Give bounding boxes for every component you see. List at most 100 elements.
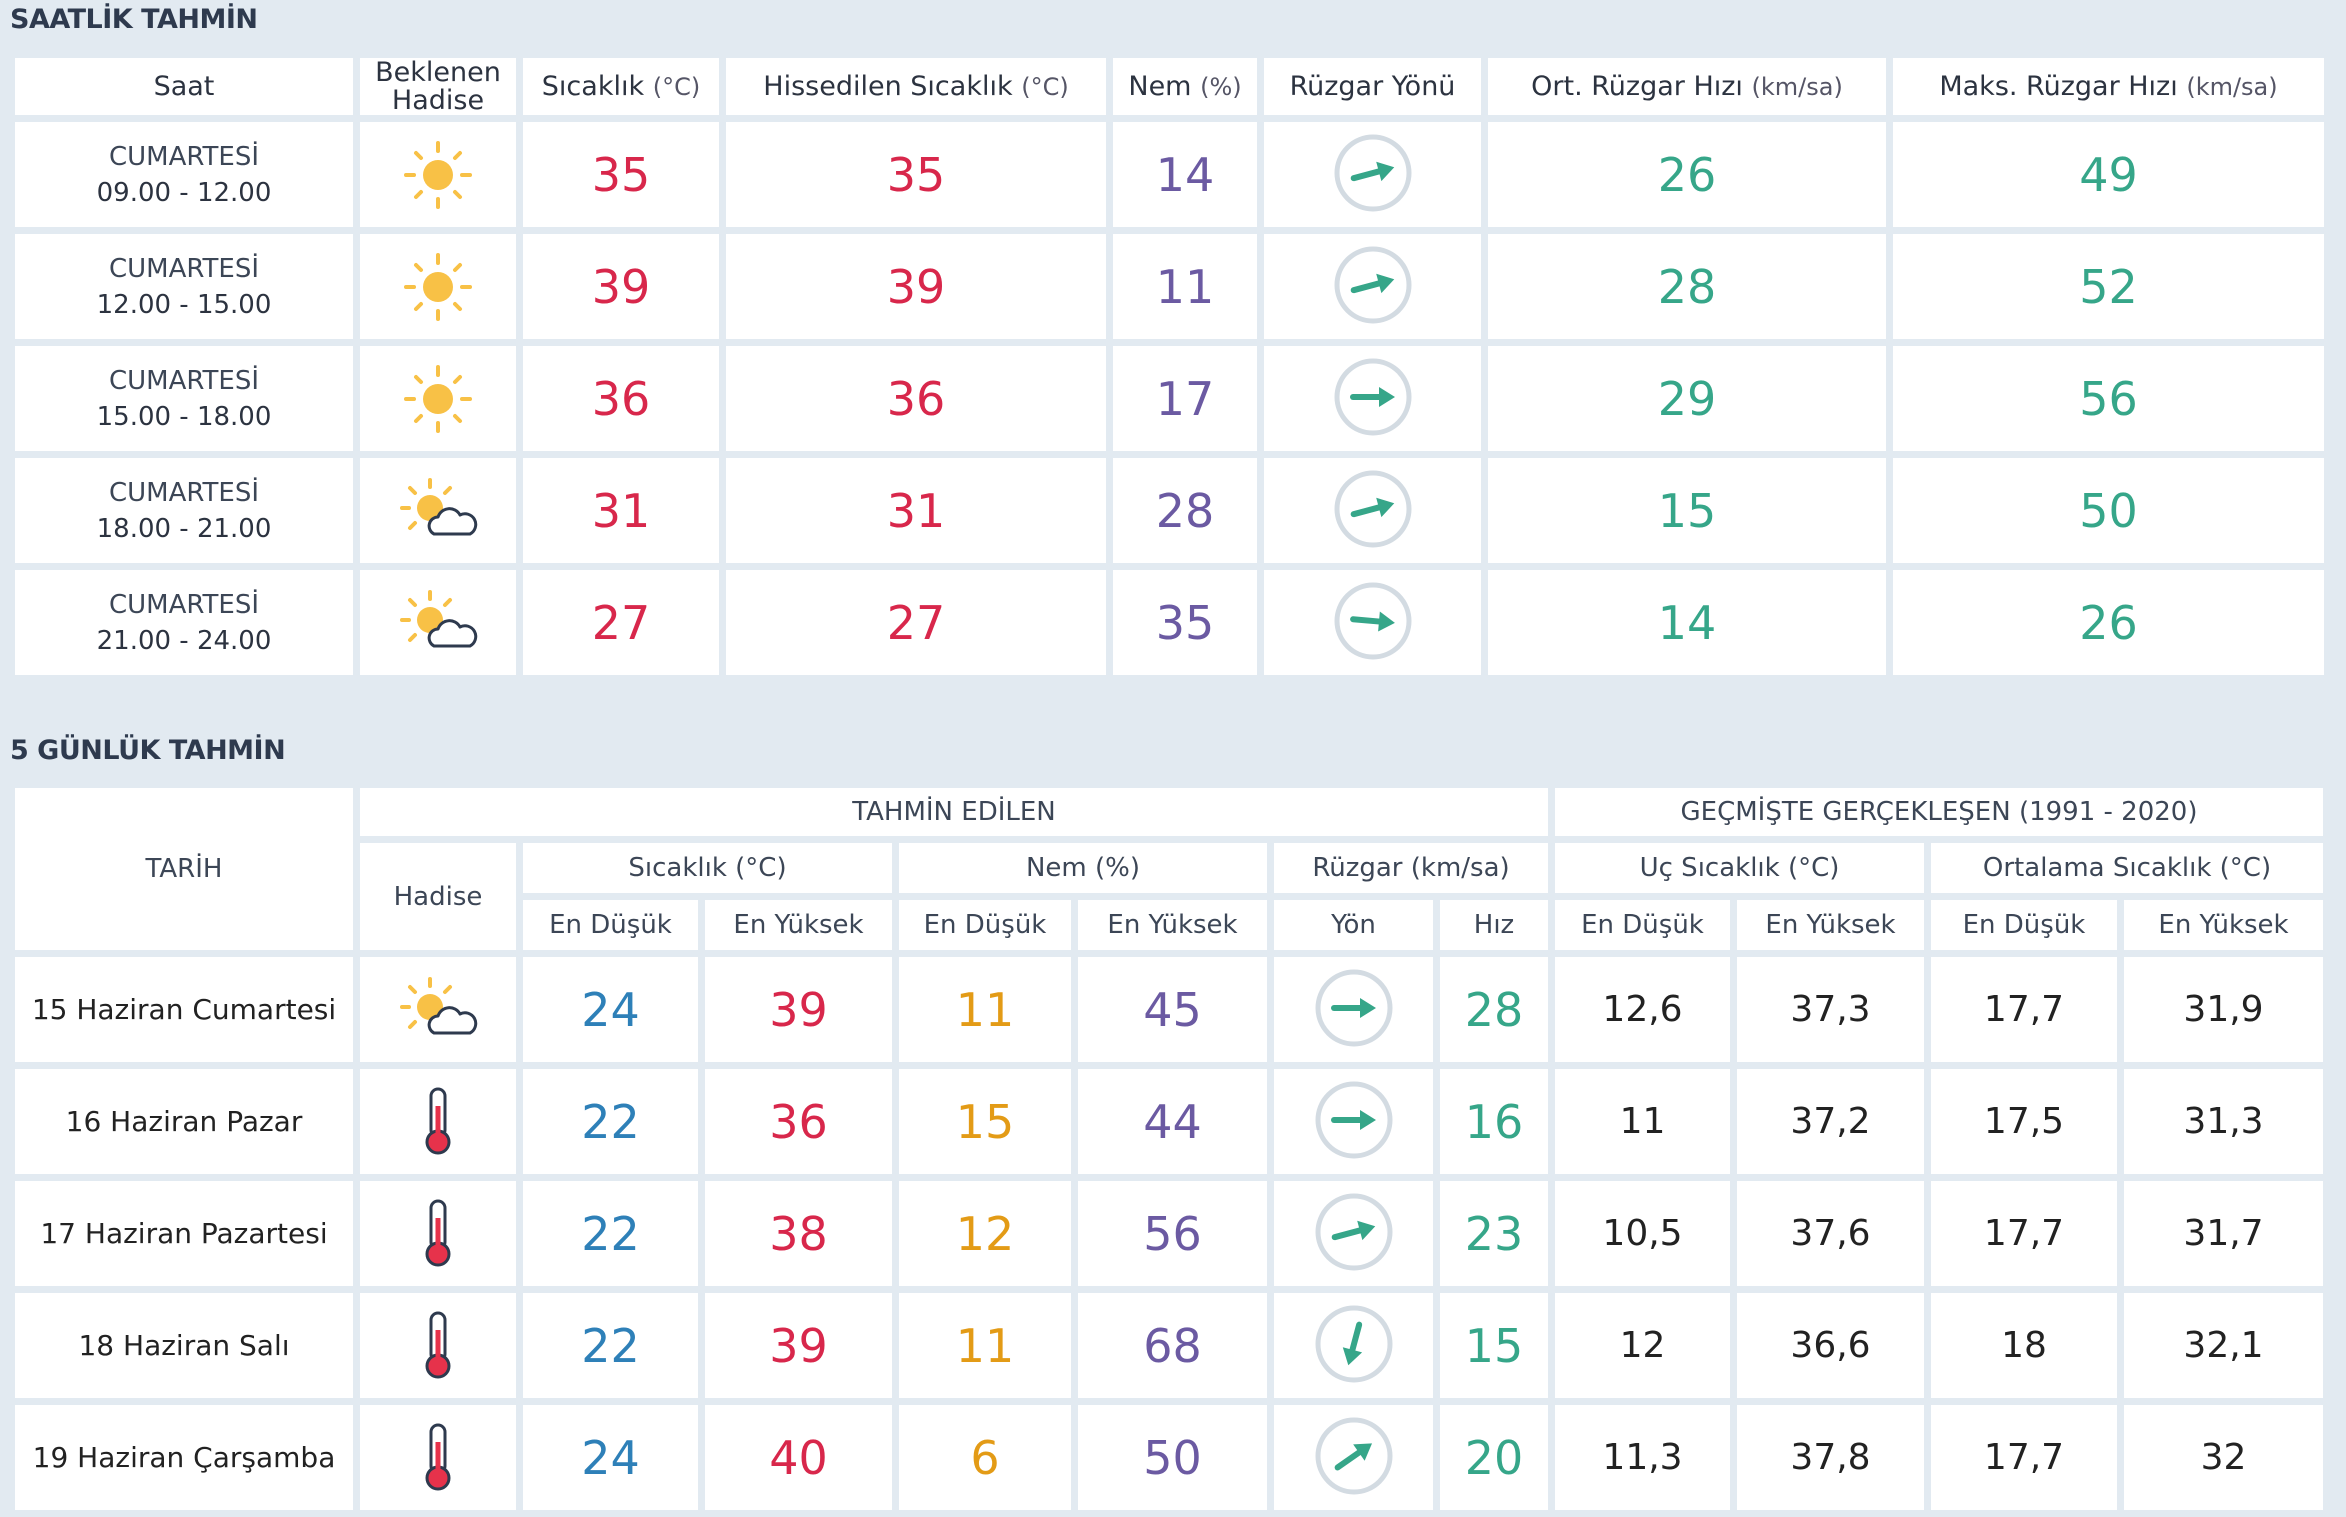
- wind-direction: [1264, 234, 1481, 339]
- date-cell: 15 Haziran Cumartesi: [15, 957, 353, 1062]
- wind-arrow-icon: [1334, 246, 1411, 323]
- header-temp-unit: (°C): [652, 72, 701, 101]
- header-avg-min: En Düşük: [1931, 900, 2117, 950]
- avg-min: 17,7: [1931, 957, 2117, 1062]
- wind-speed: 28: [1440, 957, 1548, 1062]
- header-avg-max: En Yüksek: [2124, 900, 2323, 950]
- ext-max: 37,3: [1737, 957, 1924, 1062]
- header-hum-min: En Düşük: [899, 900, 1071, 950]
- temp-value: 39: [523, 234, 719, 339]
- hum-min: 6: [899, 1405, 1071, 1510]
- day-label: CUMARTESİ: [108, 589, 260, 620]
- ext-max: 37,8: [1737, 1405, 1924, 1510]
- avg-max: 31,7: [2124, 1181, 2323, 1286]
- hum-min: 15: [899, 1069, 1071, 1174]
- avg-min: 17,7: [1931, 1181, 2117, 1286]
- header-humidity: Nem (%): [1113, 58, 1257, 115]
- daily-row: 17 Haziran Pazartesi 22 38 12 56 23 10,5 37,6 17…: [15, 1181, 2323, 1286]
- ext-min: 12: [1555, 1293, 1730, 1398]
- header-wind-dir: Yön: [1274, 900, 1433, 950]
- weather-cell: [360, 122, 516, 227]
- sun-icon: [360, 137, 516, 213]
- time-range: 12.00 - 15.00: [96, 289, 272, 320]
- header-ext-min: En Düşük: [1555, 900, 1730, 950]
- date-cell: 16 Haziran Pazar: [15, 1069, 353, 1174]
- temp-max: 36: [705, 1069, 892, 1174]
- avg-max: 32,1: [2124, 1293, 2323, 1398]
- temp-value: 27: [523, 570, 719, 675]
- wind-direction: [1264, 570, 1481, 675]
- avg-wind-value: 29: [1488, 346, 1886, 451]
- wind-arrow-icon: [1315, 969, 1392, 1046]
- feel-value: 31: [726, 458, 1106, 563]
- weather-cell: [360, 957, 516, 1062]
- temp-min: 22: [523, 1181, 698, 1286]
- weather-cell: [360, 234, 516, 339]
- hum-max: 56: [1078, 1181, 1267, 1286]
- hum-min: 11: [899, 1293, 1071, 1398]
- header-hadise-line1: Beklenen: [375, 56, 501, 88]
- wind-arrow-icon: [1315, 1081, 1392, 1158]
- ext-max: 37,6: [1737, 1181, 1924, 1286]
- ext-max: 37,2: [1737, 1069, 1924, 1174]
- time-range: 21.00 - 24.00: [96, 625, 272, 656]
- sun-icon: [360, 249, 516, 325]
- wind-direction: [1274, 1069, 1433, 1174]
- header-tarih: TARİH: [15, 788, 353, 950]
- avg-wind-value: 26: [1488, 122, 1886, 227]
- header-avg-temp: Ortalama Sıcaklık (°C): [1931, 843, 2323, 893]
- max-wind-value: 26: [1893, 570, 2324, 675]
- weather-cell: [360, 1181, 516, 1286]
- header-max-label: Maks. Rüzgar Hızı: [1939, 70, 2178, 102]
- temp-max: 38: [705, 1181, 892, 1286]
- header-feel: Hissedilen Sıcaklık (°C): [726, 58, 1106, 115]
- time-cell: CUMARTESİ 21.00 - 24.00: [15, 570, 353, 675]
- ext-min: 10,5: [1555, 1181, 1730, 1286]
- thermometer-icon: [360, 1084, 516, 1160]
- max-wind-value: 49: [1893, 122, 2324, 227]
- time-cell: CUMARTESİ 09.00 - 12.00: [15, 122, 353, 227]
- daily-row: 18 Haziran Salı 22 39 11 68 15 12 36,6 18 32,1: [15, 1293, 2323, 1398]
- hourly-section-title: SAATLİK TAHMİN: [10, 4, 258, 35]
- hourly-row: CUMARTESİ 18.00 - 21.00 31 31 28 15 50: [15, 458, 2324, 563]
- day-label: CUMARTESİ: [108, 253, 260, 284]
- time-cell: CUMARTESİ 12.00 - 15.00: [15, 234, 353, 339]
- weather-cell: [360, 570, 516, 675]
- avg-max: 31,3: [2124, 1069, 2323, 1174]
- header-hum-unit: (%): [1200, 72, 1242, 101]
- wind-arrow-icon: [1334, 470, 1411, 547]
- hourly-forecast-table: Saat Beklenen Hadise Sıcaklık (°C) Hissed…: [8, 51, 2331, 682]
- daily-forecast-table: TARİH TAHMİN EDİLEN GEÇMİŞTE GERÇEKLEŞEN…: [8, 781, 2330, 1517]
- header-history: GEÇMİŞTE GERÇEKLEŞEN (1991 - 2020): [1555, 788, 2323, 836]
- sun-icon: [360, 361, 516, 437]
- day-label: CUMARTESİ: [108, 477, 260, 508]
- partly-cloudy-icon: [360, 476, 516, 546]
- humidity-value: 28: [1113, 458, 1257, 563]
- temp-value: 31: [523, 458, 719, 563]
- weather-cell: [360, 346, 516, 451]
- date-cell: 19 Haziran Çarşamba: [15, 1405, 353, 1510]
- date-cell: 17 Haziran Pazartesi: [15, 1181, 353, 1286]
- time-cell: CUMARTESİ 18.00 - 21.00: [15, 458, 353, 563]
- ext-max: 36,6: [1737, 1293, 1924, 1398]
- wind-speed: 16: [1440, 1069, 1548, 1174]
- thermometer-icon: [360, 1308, 516, 1384]
- avg-max: 31,9: [2124, 957, 2323, 1062]
- header-temp: Sıcaklık (°C): [523, 58, 719, 115]
- hum-min: 11: [899, 957, 1071, 1062]
- time-cell: CUMARTESİ 15.00 - 18.00: [15, 346, 353, 451]
- wind-arrow-icon: [1334, 134, 1411, 211]
- avg-wind-value: 15: [1488, 458, 1886, 563]
- wind-direction: [1274, 957, 1433, 1062]
- weather-cell: [360, 1069, 516, 1174]
- avg-wind-value: 14: [1488, 570, 1886, 675]
- daily-section-title: 5 GÜNLÜK TAHMİN: [10, 735, 286, 766]
- time-range: 18.00 - 21.00: [96, 513, 272, 544]
- header-feel-unit: (°C): [1021, 72, 1069, 101]
- weather-cell: [360, 458, 516, 563]
- temp-min: 22: [523, 1069, 698, 1174]
- feel-value: 36: [726, 346, 1106, 451]
- header-hadise: Beklenen Hadise: [360, 58, 516, 115]
- humidity-value: 17: [1113, 346, 1257, 451]
- avg-min: 17,5: [1931, 1069, 2117, 1174]
